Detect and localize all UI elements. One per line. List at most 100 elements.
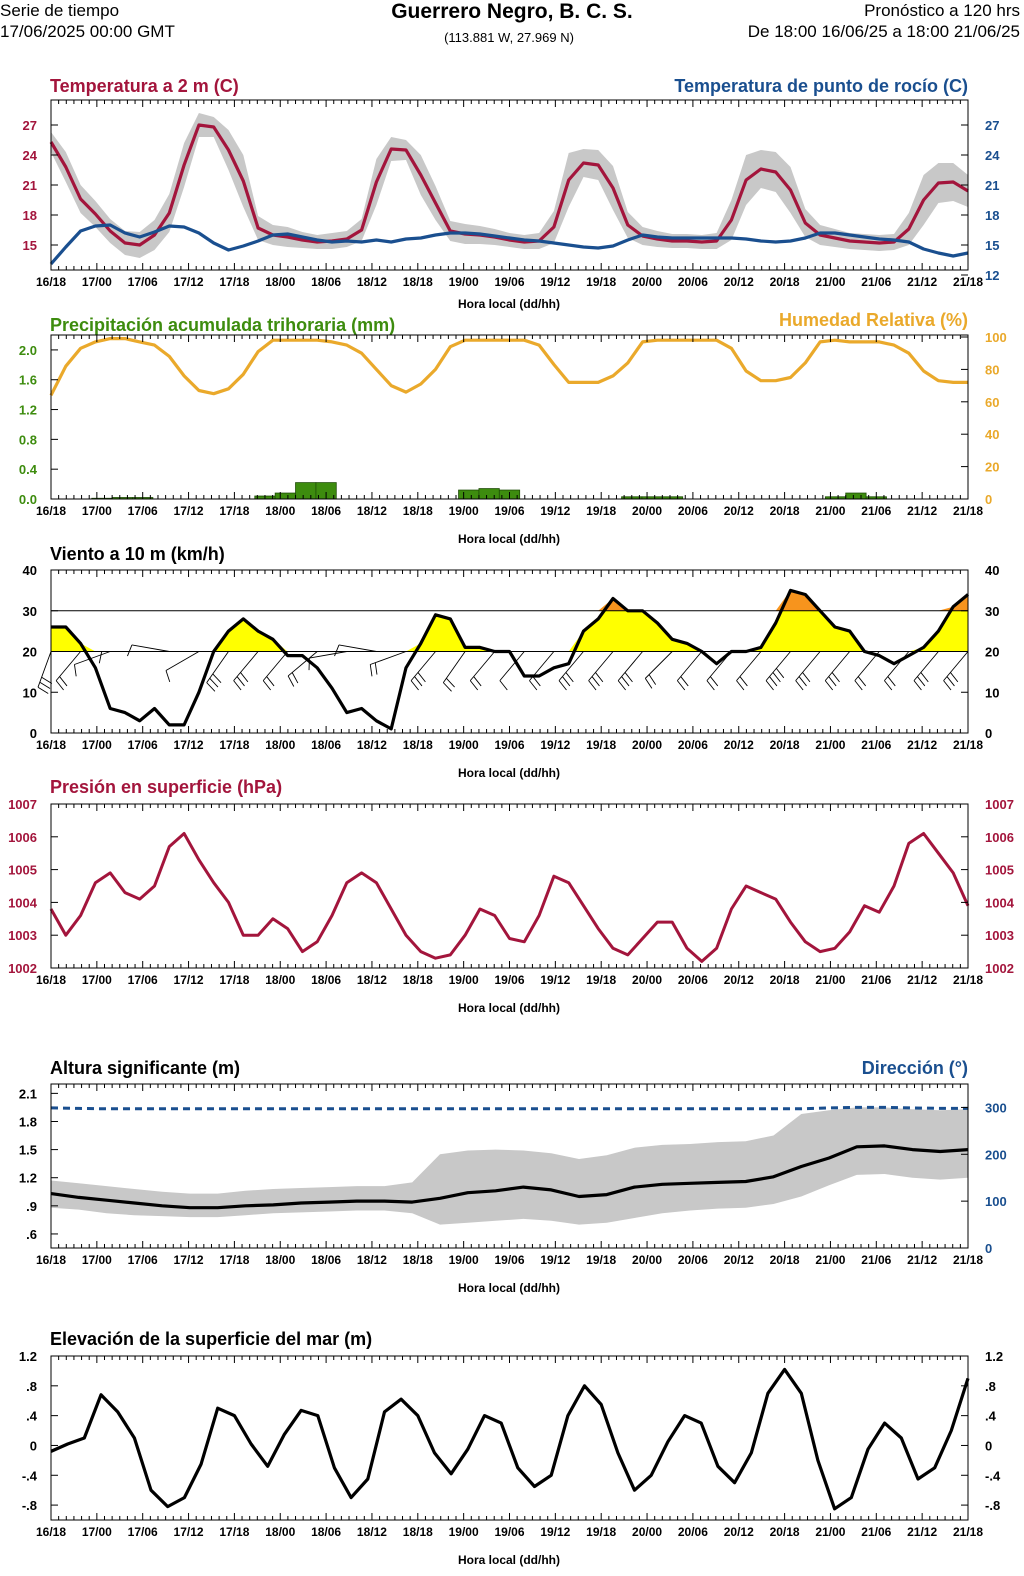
- precip-xtick-label: 21/00: [815, 504, 845, 518]
- wave-xtick-label: 20/00: [632, 1253, 662, 1267]
- precip-xtick-label: 21/06: [861, 504, 891, 518]
- wind-xtick-label: 20/06: [678, 738, 708, 752]
- dewpoint-ytick-label: 27: [985, 118, 999, 133]
- wind-barb-flag: [624, 672, 633, 683]
- wind-barb: [558, 651, 584, 691]
- wind-barb: [676, 651, 703, 691]
- wind-barb-flag: [240, 672, 249, 683]
- precip-xtick-label: 20/00: [632, 504, 662, 518]
- wind-barb-shaft: [309, 651, 347, 659]
- wind-barb: [287, 651, 318, 687]
- pressure-line: [49, 832, 970, 963]
- wind-barb-flag: [595, 672, 604, 683]
- sea-level-title: Elevación de la superficie del mar (m): [50, 1329, 372, 1349]
- wind-barb: [795, 651, 821, 691]
- wind-barb-flag: [266, 676, 275, 687]
- sea-level-xtick-label: 21/00: [815, 1525, 845, 1539]
- sea-level-xtick-label: 19/18: [586, 1525, 616, 1539]
- wave-xtick-label: 21/00: [815, 1253, 845, 1267]
- pressure-xtick-label: 20/12: [724, 973, 754, 987]
- temperature-xtick-label: 17/00: [82, 275, 112, 289]
- wave-xlabel: Hora local (dd/hh): [458, 1281, 560, 1295]
- sea-level-ytick-label: .4: [26, 1409, 38, 1424]
- wind-barb: [55, 651, 81, 691]
- pressure-title: Presión en superficie (hPa): [50, 777, 282, 797]
- wind-barb-flag: [565, 672, 574, 683]
- precip-bar: [845, 492, 867, 500]
- precip-xtick-label: 18/00: [265, 504, 295, 518]
- humidity-ytick-label: 100: [985, 330, 1007, 345]
- wind-barb: [334, 644, 377, 657]
- wind-barb-shaft: [442, 651, 466, 683]
- precip-xtick-label: 21/18: [953, 504, 983, 518]
- wave-direction-ytick-label: 0: [985, 1241, 992, 1256]
- precip-xtick-label: 21/12: [907, 504, 937, 518]
- temperature-xtick-label: 21/18: [953, 275, 983, 289]
- sea-level-xtick-label: 17/06: [128, 1525, 158, 1539]
- wind-barb-flag: [802, 672, 811, 683]
- wind-barb-flag: [920, 672, 929, 683]
- pressure-right-ytick-label: 1006: [985, 830, 1014, 845]
- wind-barb: [824, 651, 851, 691]
- temperature-xtick-label: 16/18: [36, 275, 66, 289]
- temperature-xtick-label: 19/18: [586, 275, 616, 289]
- wind-barb-flag: [562, 676, 571, 687]
- wave-ytick-label: 1.2: [19, 1171, 37, 1186]
- pressure-xtick-label: 18/00: [265, 973, 295, 987]
- temperature-xtick-label: 19/06: [494, 275, 524, 289]
- sea-level-xtick-label: 20/00: [632, 1525, 662, 1539]
- wind-xtick-label: 21/18: [953, 738, 983, 752]
- wave-xtick-label: 17/12: [174, 1253, 204, 1267]
- wind-barb-flag: [765, 680, 774, 691]
- wave-xtick-label: 21/18: [953, 1253, 983, 1267]
- dewpoint-ytick-label: 12: [985, 268, 999, 283]
- pressure-right-ytick-label: 1007: [985, 797, 1014, 812]
- pressure-right-ytick-label: 1003: [985, 928, 1014, 943]
- wind-xtick-label: 20/00: [632, 738, 662, 752]
- wave-direction-ytick-label: 100: [985, 1194, 1007, 1209]
- sea-level-right-ytick-label: .8: [985, 1379, 996, 1394]
- sea-level-panel: Elevación de la superficie del mar (m) 1…: [19, 1329, 1003, 1567]
- wave-xtick-label: 16/18: [36, 1253, 66, 1267]
- pressure-xtick-label: 20/00: [632, 973, 662, 987]
- wind-barb: [469, 651, 496, 691]
- wind-barb: [37, 651, 53, 694]
- header-right-line1: Pronóstico a 120 hrs: [864, 1, 1020, 20]
- pressure-xtick-label: 17/00: [82, 973, 112, 987]
- wind-panel: Viento a 10 m (km/h) 16/18 17/00 17/06 17/1…: [23, 544, 1000, 780]
- wind-barb-flag: [558, 680, 567, 691]
- wind-barb: [765, 651, 791, 691]
- pressure-xtick-label: 21/06: [861, 973, 891, 987]
- wind-xtick-label: 21/06: [861, 738, 891, 752]
- wind-barb-shaft: [469, 651, 496, 681]
- precip-xtick-label: 16/18: [36, 504, 66, 518]
- wind-barb-shaft: [677, 651, 703, 681]
- temperature-xtick-label: 18/12: [357, 275, 387, 289]
- sea-level-xlabel: Hora local (dd/hh): [458, 1553, 560, 1567]
- pressure-right-ytick-label: 1004: [985, 895, 1015, 910]
- wind-xtick-label: 17/12: [174, 738, 204, 752]
- dewpoint-ytick-label: 18: [985, 208, 999, 223]
- pressure-ytick-label: 1004: [8, 895, 38, 910]
- wind-xtick-label: 18/00: [265, 738, 295, 752]
- wind-barb-shaft: [74, 651, 111, 665]
- wind-barb-shaft: [617, 651, 643, 681]
- wind-barb-flag: [469, 680, 479, 691]
- temperature-xlabel: Hora local (dd/hh): [458, 297, 560, 311]
- wave-xtick-label: 19/18: [586, 1253, 616, 1267]
- wind-barb-flag: [798, 676, 807, 687]
- wind-barb-flag: [417, 672, 426, 683]
- header-right-line2: De 18:00 16/06/25 a 18:00 21/06/25: [748, 22, 1020, 41]
- humidity-ytick-label: 40: [985, 427, 999, 442]
- wave-xtick-label: 21/12: [907, 1253, 937, 1267]
- precip-ytick-label: 0.0: [19, 492, 37, 507]
- wind-barb: [617, 651, 643, 691]
- sea-level-xtick-label: 16/18: [36, 1525, 66, 1539]
- wind-barb-flag: [262, 680, 272, 691]
- wave-xtick-label: 19/00: [449, 1253, 479, 1267]
- pressure-xtick-label: 20/18: [770, 973, 800, 987]
- wind-barb: [943, 651, 969, 691]
- wind-barb-shaft: [499, 651, 525, 681]
- wind-barb-flag: [414, 676, 423, 687]
